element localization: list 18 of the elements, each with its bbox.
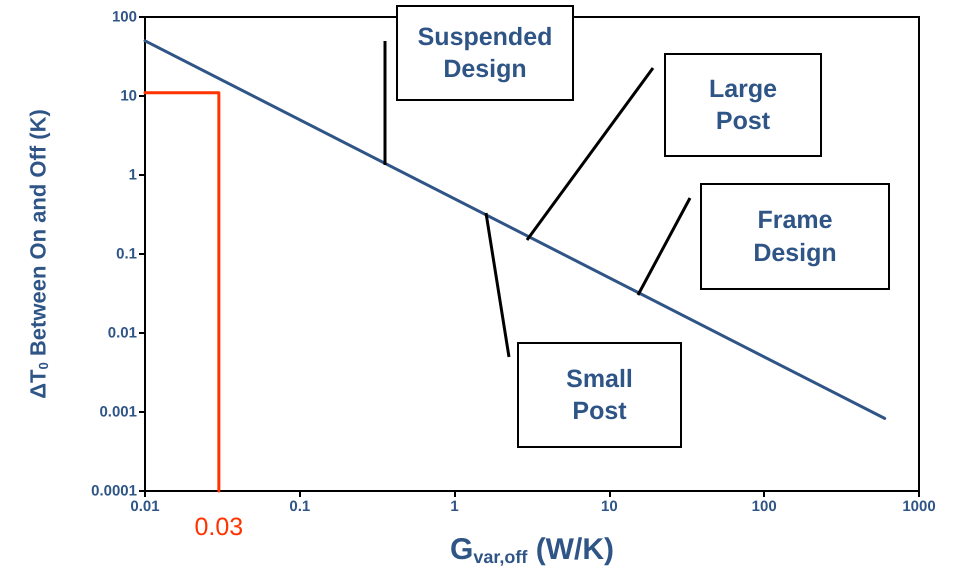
x-tick-label: 0.1 — [289, 498, 310, 515]
y-tick-label: 100 — [112, 8, 137, 26]
x-tick-label: 1000 — [902, 498, 936, 515]
annotation: Large Post — [664, 53, 822, 157]
y-axis-title: ΔT0 Between On and Off (K) — [26, 109, 51, 399]
y-tick-label: 0.0001 — [91, 482, 137, 500]
y-tick-label: 10 — [120, 88, 137, 104]
annotation: Suspended Design — [396, 5, 574, 101]
annotation: 0.03 — [194, 513, 244, 542]
y-tick-label: 0.1 — [116, 246, 137, 262]
x-tick-label: 100 — [752, 498, 777, 515]
y-tick-label: 1 — [128, 166, 137, 184]
y-tick-label: 0.001 — [99, 404, 137, 420]
x-tick-label: 1 — [450, 498, 459, 515]
annotation: Frame Design — [700, 183, 890, 290]
x-tick-label: 10 — [601, 498, 618, 515]
annotation: Small Post — [517, 342, 682, 448]
y-tick-label: 0.01 — [108, 324, 137, 342]
